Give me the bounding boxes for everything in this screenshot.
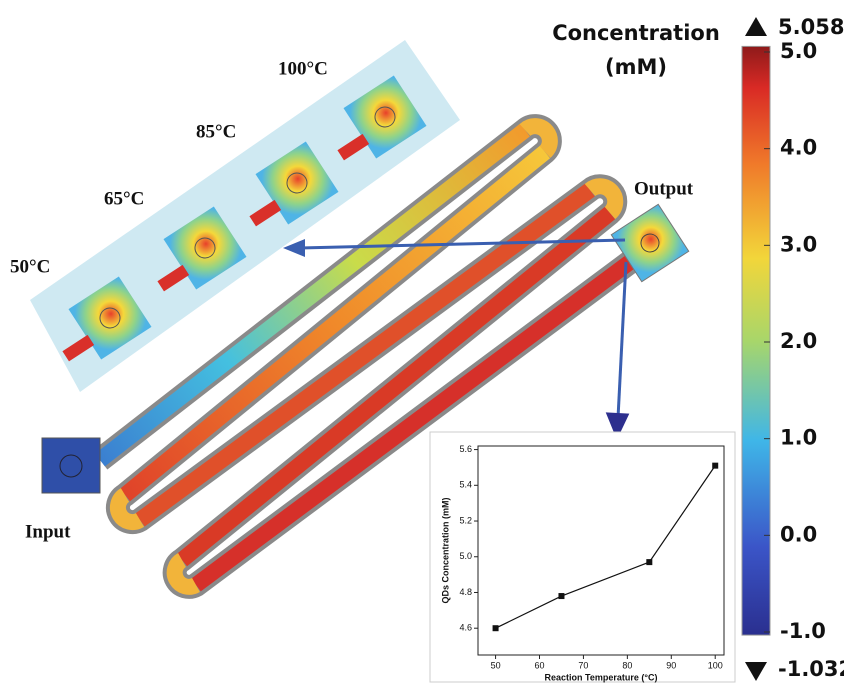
min-arrow — [745, 662, 767, 681]
y-tick-label: 4.8 — [459, 587, 472, 597]
output-label: Output — [634, 178, 694, 199]
input-label: Input — [25, 521, 71, 542]
colorbar-max: 5.058 — [778, 15, 844, 39]
colorbar-tick-label: 3.0 — [780, 232, 817, 256]
max-arrow — [745, 17, 767, 36]
x-tick-label: 80 — [622, 660, 632, 670]
x-tick-label: 90 — [666, 660, 676, 670]
colorbar-tick-label: 5.0 — [780, 39, 817, 63]
colorbar-gradient — [742, 46, 770, 635]
temp-label: 50°C — [10, 256, 50, 277]
colorbar-tick-label: 4.0 — [780, 136, 817, 160]
colorbar-tick-label: 0.0 — [780, 522, 817, 546]
data-point — [646, 559, 652, 565]
colorbar-min: -1.032 — [778, 657, 844, 681]
colorbar-tick-label: -1.0 — [780, 619, 826, 643]
figure: 100°C 85°C 65°C 50°C Output Input Concen… — [0, 0, 844, 683]
temp-label: 100°C — [278, 58, 328, 79]
x-axis-label: Reaction Temperature (°C) — [545, 672, 658, 682]
temp-label: 85°C — [196, 121, 236, 142]
y-tick-label: 5.4 — [459, 480, 472, 490]
temp-label: 65°C — [104, 188, 144, 209]
y-tick-label: 5.0 — [459, 551, 472, 561]
x-tick-label: 60 — [534, 660, 544, 670]
input-port — [42, 438, 100, 493]
x-tick-label: 100 — [708, 660, 723, 670]
data-point — [558, 593, 564, 599]
y-tick-label: 5.6 — [459, 444, 472, 454]
y-axis-label: QDs Concentration (mM) — [440, 497, 450, 603]
y-tick-label: 5.2 — [459, 515, 472, 525]
data-point — [493, 625, 499, 631]
colorbar-tick-label: 1.0 — [780, 426, 817, 450]
colorbar-title: (mM) — [605, 55, 667, 79]
data-point — [712, 463, 718, 469]
colorbar-tick-label: 2.0 — [780, 329, 817, 353]
y-tick-label: 4.6 — [459, 623, 472, 633]
x-tick-label: 70 — [578, 660, 588, 670]
x-tick-label: 50 — [491, 660, 501, 670]
colorbar-title: Concentration — [552, 21, 720, 45]
page: {"chart_data": {"type": "line", "x": [50… — [0, 0, 844, 683]
